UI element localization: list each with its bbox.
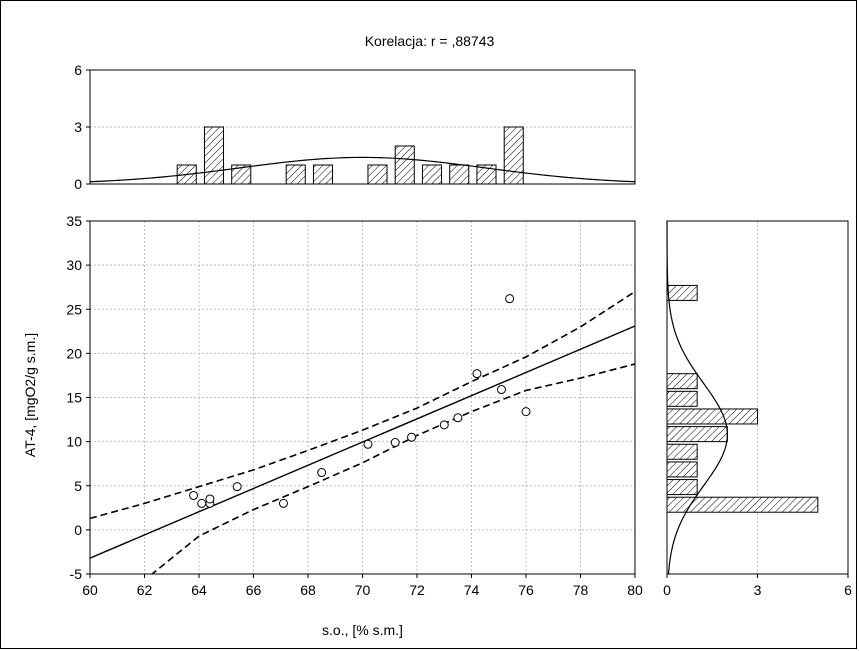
confidence-band-lower	[150, 363, 635, 574]
y-tick-label: -5	[70, 566, 83, 582]
data-point	[205, 494, 215, 504]
top-hist-normal-curve	[89, 156, 636, 183]
confidence-band-upper	[90, 290, 635, 520]
top-hist-bar	[312, 164, 334, 185]
data-point	[521, 407, 531, 417]
right-hist-x-tick-label: 3	[754, 582, 762, 598]
top-hist-bar	[421, 164, 443, 185]
x-tick-label: 78	[573, 582, 589, 598]
data-point	[363, 439, 373, 449]
right-hist-x-tick-label: 0	[663, 582, 671, 598]
right-hist-bar	[666, 426, 728, 443]
y-tick-label: 25	[66, 301, 82, 317]
data-point	[472, 369, 482, 379]
data-point	[453, 413, 463, 423]
data-point	[505, 294, 515, 304]
x-tick-label: 80	[627, 582, 643, 598]
x-tick-label: 70	[355, 582, 371, 598]
y-tick-label: 10	[66, 434, 82, 450]
data-point	[197, 498, 207, 508]
x-tick-label: 72	[409, 582, 425, 598]
right-hist-bar	[666, 479, 698, 496]
right-hist-x-tick-label: 6	[844, 582, 852, 598]
top-hist-bar	[449, 164, 470, 185]
right-hist-bar	[666, 408, 758, 425]
top-hist-bar	[394, 145, 415, 185]
top-hist-y-tick-label: 3	[74, 119, 82, 135]
x-tick-label: 66	[246, 582, 262, 598]
right-hist-bar	[666, 496, 819, 513]
chart-title: Korelacja: r = ,88743	[364, 33, 495, 49]
y-tick-label: 5	[74, 478, 82, 494]
data-point	[189, 490, 199, 500]
x-tick-label: 68	[300, 582, 316, 598]
top-hist-y-tick-label: 6	[74, 62, 82, 78]
top-hist-bar	[503, 126, 524, 185]
data-point	[317, 468, 327, 478]
top-hist-bar	[285, 164, 306, 185]
y-tick-label: 35	[66, 213, 82, 229]
x-axis-label: s.o., [% s.m.]	[322, 622, 403, 638]
data-point	[439, 420, 449, 430]
x-tick-label: 62	[137, 582, 153, 598]
x-tick-label: 74	[464, 582, 480, 598]
y-tick-label: 15	[66, 390, 82, 406]
data-point	[278, 498, 288, 508]
y-tick-label: 0	[74, 522, 82, 538]
top-hist-bar	[367, 164, 388, 185]
right-hist-normal-curve	[666, 220, 728, 575]
data-point	[232, 482, 242, 492]
data-point	[407, 432, 417, 442]
right-hist-bar	[666, 443, 698, 460]
right-hist-bar	[666, 373, 698, 390]
y-tick-label: 30	[66, 257, 82, 273]
right-hist-bar	[666, 461, 698, 478]
data-point	[390, 438, 400, 448]
top-hist-y-tick-label: 0	[74, 176, 82, 192]
right-hist-bar	[666, 390, 698, 407]
regression-line	[90, 325, 635, 559]
top-hist-bar	[203, 126, 225, 185]
data-point	[496, 385, 506, 395]
y-tick-label: 20	[66, 345, 82, 361]
x-tick-label: 76	[518, 582, 534, 598]
x-tick-label: 60	[82, 582, 98, 598]
x-tick-label: 64	[191, 582, 207, 598]
plot-area	[90, 290, 635, 574]
right-hist-bar	[666, 284, 698, 301]
